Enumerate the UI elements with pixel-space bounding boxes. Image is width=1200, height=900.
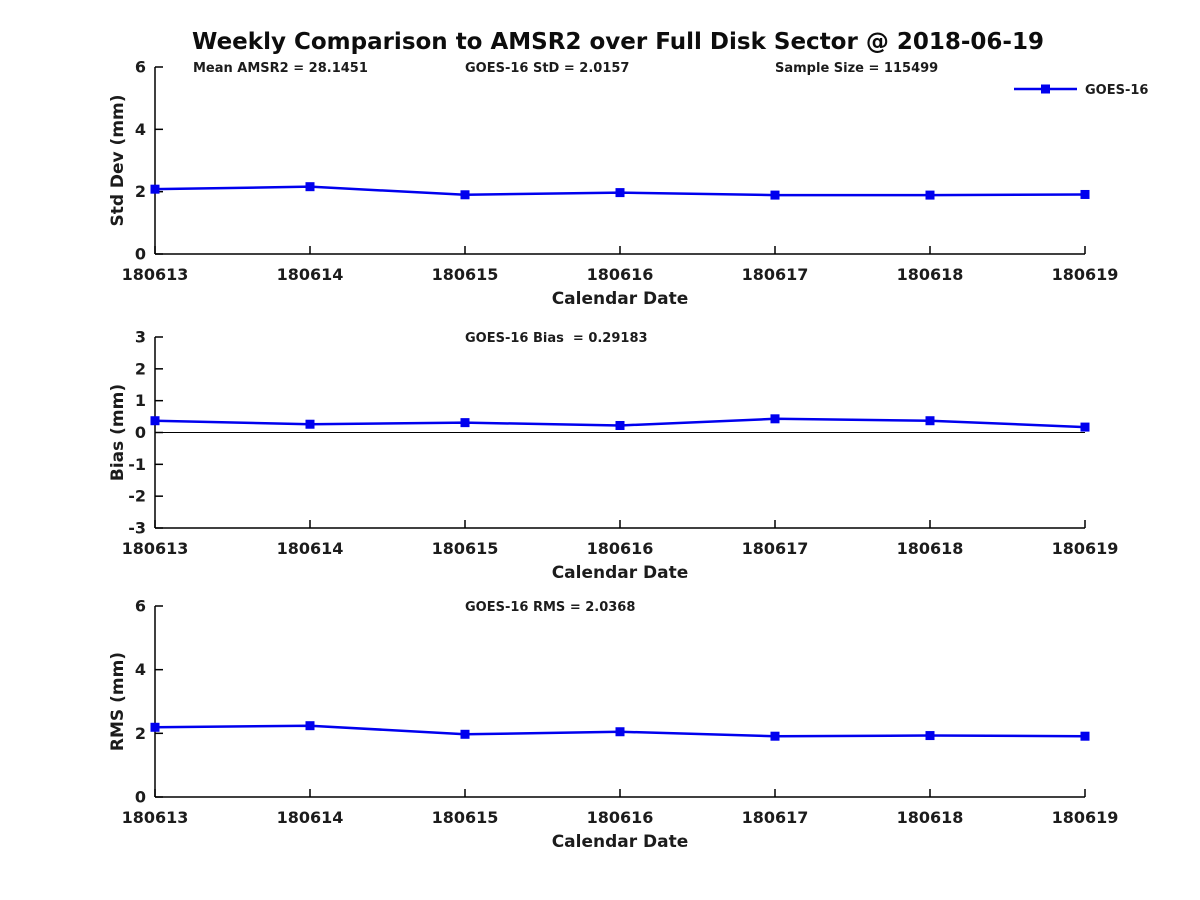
x-tick-label: 180619 [1052, 808, 1119, 827]
x-axis-label: Calendar Date [552, 563, 689, 583]
annotation: GOES-16 StD = 2.0157 [465, 61, 629, 76]
data-point-marker [615, 727, 625, 737]
x-tick-label: 180619 [1052, 265, 1119, 284]
data-point-marker [925, 190, 935, 200]
subplot-std-dev: 0 2 4 6 180613 180614 180615 180616 180617 180618… [108, 58, 1148, 310]
x-tick-label: 180614 [277, 808, 344, 827]
data-point-marker [1080, 189, 1090, 199]
y-tick-label: 0 [135, 245, 146, 264]
x-tick-label: 180618 [897, 539, 964, 558]
x-tick-label: 180618 [897, 265, 964, 284]
data-point-marker [305, 721, 315, 731]
x-tick-label: 180617 [742, 539, 809, 558]
x-tick-label: 180615 [432, 808, 499, 827]
data-point-marker [305, 182, 315, 192]
x-tick-label: 180618 [897, 808, 964, 827]
y-axis-label: RMS (mm) [108, 652, 128, 751]
data-point-marker [925, 416, 935, 426]
chart-title: Weekly Comparison to AMSR2 over Full Dis… [192, 29, 1044, 55]
legend-label: GOES-16 [1085, 83, 1148, 98]
y-tick-label: 1 [135, 391, 146, 410]
x-tick-label: 180613 [122, 539, 189, 558]
data-point-marker [460, 418, 470, 428]
y-tick-label: 6 [135, 58, 146, 77]
x-tick-label: 180616 [587, 265, 654, 284]
y-tick-label: -2 [128, 487, 146, 506]
y-axis-label: Bias (mm) [108, 384, 128, 481]
data-point-marker [150, 184, 160, 194]
y-tick-label: 4 [135, 120, 146, 139]
y-tick-label: 2 [135, 724, 146, 743]
x-tick-label: 180614 [277, 265, 344, 284]
data-point-marker [770, 190, 780, 200]
data-point-marker [150, 416, 160, 426]
x-tick-label: 180613 [122, 265, 189, 284]
legend: GOES-16 [1014, 83, 1148, 98]
data-point-marker [1080, 422, 1090, 432]
subplot-rms: 0 2 4 6 180613 180614 180615 180616 180617 180618… [108, 597, 1118, 853]
x-tick-label: 180617 [742, 265, 809, 284]
x-tick-label: 180614 [277, 539, 344, 558]
x-tick-label: 180616 [587, 808, 654, 827]
y-tick-label: 2 [135, 359, 146, 378]
x-tick-label: 180615 [432, 539, 499, 558]
y-tick-label: 0 [135, 788, 146, 807]
annotation: GOES-16 RMS = 2.0368 [465, 600, 635, 615]
data-point-marker [460, 729, 470, 739]
y-tick-label: -1 [128, 455, 146, 474]
data-point-marker [150, 722, 160, 732]
annotation: Sample Size = 115499 [775, 61, 938, 76]
x-tick-label: 180616 [587, 539, 654, 558]
data-point-marker [305, 419, 315, 429]
x-tick-label: 180613 [122, 808, 189, 827]
x-tick-label: 180619 [1052, 539, 1119, 558]
data-point-marker [770, 414, 780, 424]
data-point-marker [770, 731, 780, 741]
x-tick-label: 180615 [432, 265, 499, 284]
subplot-bias: -3 -2 -1 0 1 2 3 180613 180614 180615 180616 180617… [108, 328, 1118, 584]
data-point-marker [1080, 731, 1090, 741]
y-axis-label: Std Dev (mm) [108, 94, 128, 226]
data-point-marker [615, 420, 625, 430]
y-tick-label: 4 [135, 660, 146, 679]
legend-marker [1041, 84, 1050, 94]
x-tick-label: 180617 [742, 808, 809, 827]
annotation: Mean AMSR2 = 28.1451 [193, 61, 368, 76]
data-point-marker [925, 731, 935, 741]
y-tick-label: 6 [135, 597, 146, 616]
y-tick-label: -3 [128, 519, 146, 538]
y-tick-label: 2 [135, 182, 146, 201]
data-point-marker [460, 190, 470, 200]
y-tick-label: 3 [135, 328, 146, 347]
x-axis-label: Calendar Date [552, 289, 689, 309]
y-tick-label: 0 [135, 423, 146, 442]
data-point-marker [615, 188, 625, 198]
x-axis-label: Calendar Date [552, 832, 689, 852]
annotation: GOES-16 Bias = 0.29183 [465, 331, 648, 346]
